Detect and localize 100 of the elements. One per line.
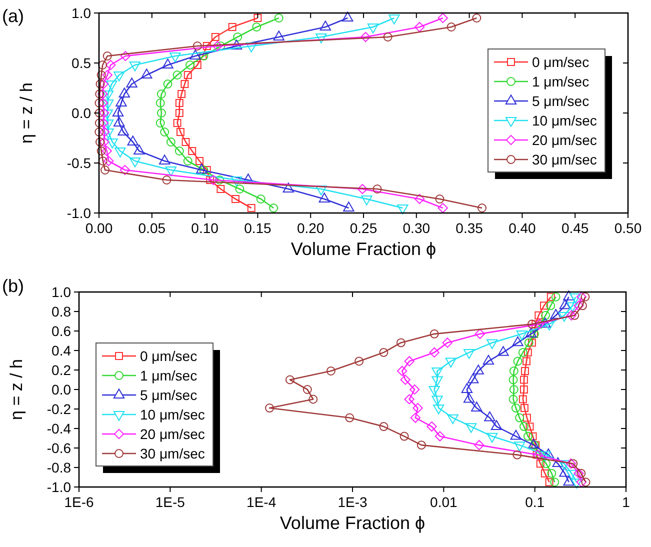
x-tick-label: 1E-6 — [64, 494, 94, 510]
point — [102, 128, 114, 138]
point — [216, 185, 225, 193]
y-tick-label: 0.0 — [52, 382, 72, 398]
point — [106, 60, 116, 70]
y-tick-label: 0.4 — [52, 342, 72, 358]
point — [160, 128, 170, 136]
point — [254, 14, 262, 22]
x-tick-label: 1E-4 — [246, 494, 276, 510]
point — [98, 108, 110, 118]
point — [230, 176, 242, 186]
y-tick-label: -1.0 — [46, 479, 72, 495]
point — [246, 42, 257, 52]
point — [252, 22, 262, 32]
y-tick-label: 1.0 — [52, 284, 72, 300]
point — [98, 98, 108, 108]
point — [170, 52, 181, 62]
point — [182, 138, 190, 146]
point — [96, 70, 106, 80]
point — [114, 72, 125, 82]
point — [176, 128, 184, 136]
point — [94, 118, 104, 128]
point — [173, 119, 182, 127]
point — [102, 90, 114, 100]
point — [162, 176, 172, 184]
point — [192, 42, 202, 50]
point — [269, 204, 278, 212]
point — [438, 202, 448, 214]
point — [129, 158, 141, 168]
x-tick-label: 0.05 — [138, 220, 166, 236]
x-tick-label: 0.20 — [296, 220, 324, 236]
y-tick-label: -0.4 — [46, 420, 72, 436]
point — [212, 40, 223, 52]
point — [106, 138, 118, 148]
point — [102, 52, 112, 60]
x-tick-label: 1 — [622, 494, 630, 510]
point — [129, 62, 141, 72]
legend-label: 1 μm/sec — [140, 368, 198, 384]
point — [360, 32, 371, 42]
point — [180, 80, 189, 88]
point — [414, 22, 425, 32]
legend-label: 5 μm/sec — [532, 93, 590, 109]
point — [156, 118, 165, 128]
point — [163, 80, 172, 88]
point — [361, 196, 372, 206]
point — [478, 204, 486, 212]
x-axis-title: Volume Fraction ϕ — [280, 513, 426, 533]
point — [316, 186, 327, 196]
point — [100, 166, 110, 174]
point — [98, 60, 108, 70]
x-tick-label: 0.00 — [85, 220, 113, 236]
legend-label: 30 μm/sec — [140, 446, 205, 462]
legend-label: 10 μm/sec — [140, 406, 205, 422]
point — [472, 14, 482, 22]
point — [188, 147, 196, 155]
y-tick-label: 0.5 — [72, 55, 92, 71]
point — [274, 14, 284, 22]
point — [193, 61, 202, 69]
point — [178, 90, 186, 98]
point — [211, 33, 220, 41]
point — [96, 146, 106, 156]
y-axis-title: η = z / h — [7, 359, 26, 420]
point — [186, 60, 194, 70]
y-tick-label: 0.2 — [52, 362, 72, 378]
y-tick-label: -0.2 — [46, 401, 72, 417]
point — [102, 110, 113, 120]
point — [99, 126, 110, 138]
point — [435, 194, 444, 204]
point — [199, 166, 208, 174]
point — [98, 88, 108, 100]
legend-label: 1 μm/sec — [532, 74, 590, 90]
x-tick-label: 0.40 — [508, 220, 536, 236]
point — [94, 108, 104, 118]
point — [98, 118, 109, 128]
point — [120, 164, 130, 176]
point — [156, 90, 166, 98]
point — [372, 184, 382, 194]
legend-label: 10 μm/sec — [532, 112, 597, 128]
point — [184, 71, 192, 79]
y-tick-label: 0.8 — [52, 304, 72, 320]
y-tick-label: 0.6 — [52, 323, 72, 339]
x-tick-label: 0.1 — [525, 494, 545, 510]
point — [102, 100, 114, 110]
x-tick-label: 0.10 — [191, 220, 219, 236]
point — [256, 194, 266, 204]
point — [156, 98, 165, 108]
legend-label: 30 μm/sec — [532, 152, 597, 168]
point — [414, 194, 425, 204]
x-tick-label: 0.30 — [402, 220, 430, 236]
point — [235, 184, 244, 194]
x-tick-label: 0.45 — [561, 220, 589, 236]
point — [183, 156, 192, 166]
point — [98, 78, 109, 90]
point — [206, 176, 214, 184]
x-tick-label: 0.01 — [430, 494, 458, 510]
point — [156, 108, 166, 118]
y-tick-label: -0.8 — [46, 460, 72, 476]
x-tick-label: 0.25 — [350, 220, 378, 236]
x-tick-label: 1E-5 — [155, 494, 186, 510]
point — [104, 156, 114, 166]
